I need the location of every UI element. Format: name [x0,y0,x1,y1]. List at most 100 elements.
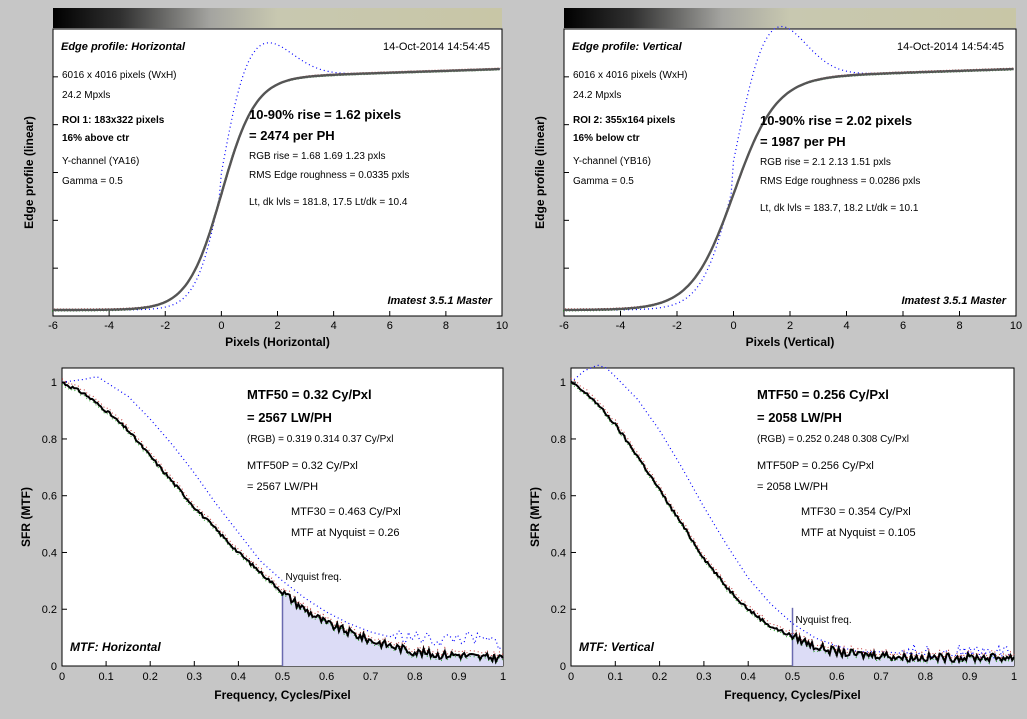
rgb-rise: RGB rise = 1.68 1.69 1.23 pxls [249,151,385,162]
y-tick-label: 0.2 [42,604,57,616]
rise-text: 10-90% rise = 2.02 pixels [760,113,912,128]
info-line: Gamma = 0.5 [62,176,123,187]
y-axis-label: Edge profile (linear) [533,116,547,229]
sharpened-mtf-dotted-line [61,376,502,651]
x-tick-label: 0 [218,320,224,332]
info-line: 24.2 Mpxls [62,90,110,101]
green-channel-mtf-line [570,383,1015,666]
edge-profile-line [564,67,1014,312]
mtf50p-text: MTF50P = 0.256 Cy/Pxl [757,460,874,472]
y-axis-label: Edge profile (linear) [22,116,36,229]
x-axis-label: Frequency, Cycles/Pixel [724,688,861,702]
x-tick-label: -4 [104,320,114,332]
x-tick-label: 0.6 [829,671,844,683]
info-line: 24.2 Mpxls [573,90,621,101]
gray-strip [564,8,1016,28]
rgb-rise: RGB rise = 2.1 2.13 1.51 pxls [760,157,891,168]
nyquist-label: Nyquist freq. [796,615,852,626]
x-axis-label: Pixels (Vertical) [746,335,835,349]
x-tick-label: 8 [956,320,962,332]
x-tick-label: 0 [730,320,736,332]
mtf50p-text: MTF50P = 0.32 Cy/Pxl [247,460,358,472]
mtf50p-lwph: = 2058 LW/PH [757,481,828,493]
mtf-at-nyquist: MTF at Nyquist = 0.26 [291,527,400,539]
y-tick-label: 1 [51,377,57,389]
x-tick-label: 4 [843,320,849,332]
chart-title: MTF: Horizontal [70,640,161,654]
x-tick-label: 0.1 [608,671,623,683]
x-tick-label: 0.5 [785,671,800,683]
chart-title: Edge profile: Horizontal [61,41,186,53]
x-tick-label: 0 [568,671,574,683]
x-tick-label: 8 [443,320,449,332]
plot-area [52,28,503,317]
mtf50-text: MTF50 = 0.32 Cy/Pxl [247,387,372,402]
x-tick-label: 6 [900,320,906,332]
info-line: 16% above ctr [62,133,129,144]
x-tick-label: 10 [1010,320,1022,332]
mtf50-rgb: (RGB) = 0.252 0.248 0.308 Cy/Pxl [757,434,909,445]
y-tick-label: 0.2 [551,604,566,616]
info-line: ROI 2: 355x164 pixels [573,115,676,126]
x-tick-label: -2 [672,320,682,332]
rise-per-ph: = 1987 per PH [760,134,846,149]
y-tick-label: 0.8 [551,434,566,446]
y-tick-label: 0.4 [551,547,566,559]
info-line: Y-channel (YB16) [573,156,651,167]
x-tick-label: -4 [616,320,626,332]
y-axis-label: SFR (MTF) [528,487,542,547]
beyond-nyquist-shading [282,591,503,666]
x-tick-label: 6 [387,320,393,332]
edge-roughness: RMS Edge roughness = 0.0286 pxls [760,176,920,187]
mtf50p-lwph: = 2567 LW/PH [247,481,318,493]
x-axis-label: Frequency, Cycles/Pixel [214,688,351,702]
x-tick-label: 2 [274,320,280,332]
mtf-line [61,381,504,665]
x-tick-label: 1 [500,671,506,683]
x-tick-label: 2 [787,320,793,332]
x-tick-label: 0 [59,671,65,683]
info-line: ROI 1: 183x322 pixels [62,115,165,126]
mtf50-lwph: = 2567 LW/PH [247,410,332,425]
y-tick-label: 1 [560,377,566,389]
x-tick-label: 4 [331,320,337,332]
x-tick-label: -2 [160,320,170,332]
mtf50-rgb: (RGB) = 0.319 0.314 0.37 Cy/Pxl [247,434,393,445]
y-axis-label: SFR (MTF) [19,487,33,547]
x-tick-label: 0.3 [187,671,202,683]
info-line: Y-channel (YA16) [62,156,139,167]
y-tick-label: 0 [51,661,57,673]
y-tick-label: 0.6 [551,491,566,503]
rise-text: 10-90% rise = 1.62 pixels [249,107,401,122]
x-tick-label: 1 [1011,671,1017,683]
x-tick-label: 0.7 [873,671,888,683]
rise-per-ph: = 2474 per PH [249,128,335,143]
y-tick-label: 0.4 [42,547,57,559]
x-tick-label: 0.2 [652,671,667,683]
x-tick-label: 0.9 [962,671,977,683]
mtf-chart-1: 0 0.1 0.2 0.3 0.4 0.5 0.6 0.7 0.8 0.9 1 0 0.2 0.4 0.6 0… [528,364,1017,702]
chart-title: MTF: Vertical [579,640,655,654]
x-tick-label: 0.8 [407,671,422,683]
nyquist-label: Nyquist freq. [286,572,342,583]
info-line: 6016 x 4016 pixels (WxH) [62,70,177,81]
x-tick-label: 0.7 [363,671,378,683]
y-tick-label: 0.6 [42,491,57,503]
x-tick-label: 0.5 [275,671,290,683]
x-tick-label: 0.9 [451,671,466,683]
x-tick-label: -6 [48,320,58,332]
x-tick-label: 0.4 [231,671,246,683]
x-tick-label: -6 [559,320,569,332]
x-tick-label: 0.4 [741,671,756,683]
mtf50-text: MTF50 = 0.256 Cy/Pxl [757,387,889,402]
mtf30-text: MTF30 = 0.463 Cy/Pxl [291,506,401,518]
edge-profile-line [53,67,500,312]
gray-strip [53,8,502,28]
info-line: 16% below ctr [573,133,640,144]
chart-title: Edge profile: Vertical [572,41,683,53]
light-dark-levels: Lt, dk lvls = 183.7, 18.2 Lt/dk = 10.1 [760,203,919,214]
edge-roughness: RMS Edge roughness = 0.0335 pxls [249,170,409,181]
x-tick-label: 0.1 [98,671,113,683]
mtf-chart-0: 0 0.1 0.2 0.3 0.4 0.5 0.6 0.7 0.8 0.9 1 0 0.2 0.4 0.6 0… [19,367,506,702]
